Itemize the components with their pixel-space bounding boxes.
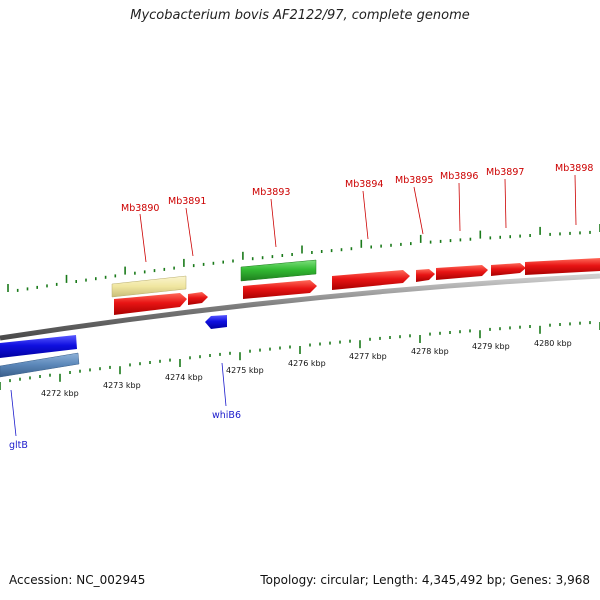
gene-arrow-gltB[interactable] bbox=[0, 335, 77, 358]
kbp-label: 4277 kbp bbox=[349, 352, 387, 361]
leader-line-mb3897 bbox=[504, 178, 507, 229]
feature-green-gene[interactable] bbox=[240, 259, 317, 282]
gene-arrow-mb3893[interactable] bbox=[243, 280, 317, 299]
gene-arrow-mb3896[interactable] bbox=[436, 265, 488, 280]
map-title: Mycobacterium bovis AF2122/97, complete … bbox=[130, 8, 470, 23]
leader-line-mb3896 bbox=[458, 182, 461, 232]
gene-arrow-mb3898[interactable] bbox=[525, 258, 600, 275]
kbp-label: 4275 kbp bbox=[226, 366, 264, 375]
leader-line-mb3893 bbox=[270, 198, 277, 248]
kbp-label: 4273 kbp bbox=[103, 381, 141, 390]
leader-line-gltB bbox=[10, 389, 17, 437]
leader-line-mb3891 bbox=[185, 207, 194, 257]
kbp-label: 4280 kbp bbox=[534, 339, 572, 348]
kbp-label: 4279 kbp bbox=[472, 342, 510, 351]
topology-text: Topology: circular; Length: 4,345,492 bp… bbox=[260, 573, 590, 587]
gene-label-mb3893[interactable]: Mb3893 bbox=[252, 187, 290, 198]
kbp-label: 4274 kbp bbox=[165, 373, 203, 382]
kbp-label: 4272 kbp bbox=[41, 389, 79, 398]
gene-arrow-mb3895[interactable] bbox=[416, 269, 435, 282]
gene-label-mb3896[interactable]: Mb3896 bbox=[440, 171, 478, 182]
gene-label-mb3897[interactable]: Mb3897 bbox=[486, 167, 524, 178]
leader-line-mb3894 bbox=[362, 190, 369, 240]
gene-arrow-mb3894[interactable] bbox=[332, 270, 410, 290]
tick-row-outer bbox=[7, 224, 600, 292]
gene-label-mb3891[interactable]: Mb3891 bbox=[168, 196, 206, 207]
feature-yellow-band[interactable] bbox=[111, 275, 187, 298]
kbp-label: 4278 kbp bbox=[411, 347, 449, 356]
gene-arrow-mb3897[interactable] bbox=[491, 263, 526, 276]
leader-line-mb3895 bbox=[413, 186, 424, 235]
feature-steel-band[interactable] bbox=[0, 352, 80, 378]
gene-arrow-whiB6[interactable] bbox=[205, 315, 227, 329]
gene-label-mb3894[interactable]: Mb3894 bbox=[345, 179, 383, 190]
leader-line-whiB6 bbox=[221, 362, 227, 407]
gene-label-mb3898[interactable]: Mb3898 bbox=[555, 163, 593, 174]
leader-line-mb3898 bbox=[574, 174, 577, 226]
gene-label-gltB[interactable]: gltB bbox=[9, 440, 28, 451]
kbp-label: 4276 kbp bbox=[288, 359, 326, 368]
genome-backbone bbox=[0, 273, 600, 341]
gene-label-mb3890[interactable]: Mb3890 bbox=[121, 203, 159, 214]
gene-arrow-mb3891[interactable] bbox=[188, 292, 208, 305]
leader-line-mb3890 bbox=[139, 213, 147, 263]
tick-row-inner bbox=[0, 321, 600, 390]
gene-arrow-mb3890[interactable] bbox=[114, 293, 187, 315]
gene-label-mb3895[interactable]: Mb3895 bbox=[395, 175, 433, 186]
accession-text: Accession: NC_002945 bbox=[9, 573, 146, 587]
gene-label-whiB6[interactable]: whiB6 bbox=[212, 410, 241, 421]
